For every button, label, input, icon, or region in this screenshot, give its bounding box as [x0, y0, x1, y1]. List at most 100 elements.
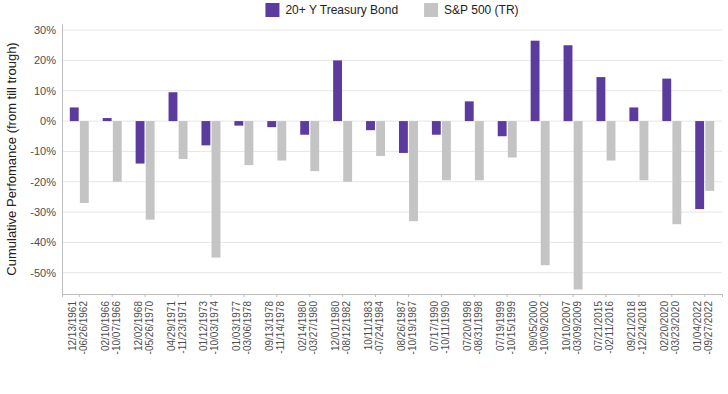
- bar: [465, 101, 474, 121]
- x-tick: 01/03/1977-03/06/1978: [231, 294, 253, 354]
- grid-line: [62, 151, 722, 152]
- x-tick-mark: [145, 294, 146, 297]
- x-tick: 09/05/2000-10/09/2002: [528, 294, 550, 354]
- y-tick: -20%: [30, 176, 62, 188]
- x-tick: 02/20/2020-03/23/2020: [659, 294, 681, 354]
- y-axis: -50%-40%-30%-20%-10%0%10%20%30%: [30, 24, 62, 294]
- bar: [103, 118, 112, 121]
- y-tick-label: -20%: [30, 176, 56, 188]
- bar: [475, 121, 484, 180]
- x-tick: 07/20/1998-08/31/1998: [462, 294, 484, 354]
- bar: [498, 121, 507, 136]
- bar: [531, 41, 540, 121]
- x-tick-label-line: -05/26/1970: [144, 301, 155, 355]
- x-tick-label-line: -12/24/2018: [637, 301, 648, 355]
- bar: [267, 121, 276, 127]
- bar: [333, 60, 342, 121]
- x-tick: 10/11/1983-07/24/1984: [363, 294, 385, 354]
- x-tick: 09/21/2018-12/24/2018: [626, 294, 648, 354]
- x-tick-label-line: 02/20/2020: [659, 301, 670, 351]
- y-tick-label: 30%: [34, 24, 56, 36]
- bar: [169, 92, 178, 121]
- x-tick-label-line: 01/03/1977: [231, 301, 242, 351]
- x-tick-label: 02/14/1980-03/27/1980: [297, 301, 319, 355]
- y-tick-label: -50%: [30, 267, 56, 279]
- y-tick: 0%: [40, 115, 62, 127]
- x-tick-mark: [309, 294, 310, 297]
- bar: [376, 121, 385, 156]
- grid-line: [62, 242, 722, 243]
- y-tick: 30%: [34, 24, 62, 36]
- x-tick-label-line: 01/04/2022: [692, 301, 703, 351]
- x-tick-label: 01/03/1977-03/06/1978: [231, 301, 253, 355]
- bar: [596, 77, 605, 121]
- bar: [662, 79, 671, 121]
- legend-item: S&P 500 (TR): [424, 3, 518, 17]
- y-tick-label: 10%: [34, 85, 56, 97]
- grid-line: [62, 181, 722, 182]
- x-tick-label-line: 09/21/2018: [626, 301, 637, 351]
- bar: [705, 121, 714, 191]
- x-tick-label: 01/12/1973-10/03/1974: [198, 301, 220, 355]
- bars: [70, 41, 714, 290]
- x-tick-label-line: -06/26/1962: [78, 301, 89, 355]
- x-tick-label: 07/19/1999-10/15/1999: [495, 301, 517, 355]
- x-tick-label-line: 01/12/1973: [198, 301, 209, 351]
- bar: [564, 45, 573, 121]
- x-tick-mark: [243, 294, 244, 297]
- x-tick-mark: [178, 294, 179, 297]
- x-tick: 07/21/2015-02/11/2016: [593, 294, 615, 354]
- x-tick-label: 01/04/2022-09/27/2022: [692, 301, 714, 355]
- x-tick-mark: [671, 294, 672, 297]
- x-tick-label-line: 08/26/1987: [396, 301, 407, 351]
- x-axis-line: [63, 295, 723, 298]
- bar: [672, 121, 681, 224]
- x-tick-label-line: 10/10/2007: [561, 301, 572, 351]
- x-tick-label-line: 02/14/1980: [297, 301, 308, 351]
- x-tick: 08/26/1987-10/19/1987: [396, 294, 418, 354]
- x-tick: 12/02/1968-05/26/1970: [133, 294, 155, 354]
- x-tick-mark: [474, 294, 475, 297]
- x-tick-mark: [507, 294, 508, 297]
- x-tick-label-line: 12/01/1980: [330, 301, 341, 351]
- x-tick-label: 07/17/1990-10/11/1990: [429, 301, 451, 354]
- x-tick-mark: [704, 294, 705, 297]
- y-axis-title: Cumulative Perfomance (from till trough): [4, 42, 19, 275]
- y-tick-label: 0%: [40, 115, 56, 127]
- grid-line: [62, 90, 722, 91]
- bar: [442, 121, 451, 180]
- bar: [80, 121, 89, 203]
- x-tick-label-line: -03/27/1980: [308, 301, 319, 355]
- y-axis-line: [62, 25, 63, 295]
- x-tick-label-line: -03/23/2020: [670, 301, 681, 355]
- x-tick: 12/13/1961-06/26/1962: [67, 294, 89, 354]
- x-tick-label-line: 02/10/1966: [100, 301, 111, 351]
- x-tick: 04/29/1971-11/23/1971: [166, 294, 188, 354]
- x-tick-label-line: -03/09/2009: [572, 301, 583, 355]
- x-tick-label-line: -11/14/1978: [275, 301, 286, 354]
- bar: [70, 107, 79, 121]
- x-tick: 09/13/1978-11/14/1978: [264, 294, 286, 354]
- bar: [574, 121, 583, 289]
- bar: [399, 121, 408, 153]
- bar: [113, 121, 122, 182]
- x-tick: 01/04/2022-09/27/2022: [692, 294, 714, 354]
- chart-root: -50%-40%-30%-20%-10%0%10%20%30%12/13/196…: [0, 0, 728, 394]
- x-tick-label-line: -10/07/1966: [111, 301, 122, 355]
- x-tick: 07/17/1990-10/11/1990: [429, 294, 451, 354]
- x-tick-mark: [441, 294, 442, 297]
- y-tick: -40%: [30, 236, 62, 248]
- grid-line: [62, 272, 722, 273]
- bar: [409, 121, 418, 221]
- bar: [639, 121, 648, 180]
- x-tick-mark: [573, 294, 574, 297]
- bar: [212, 121, 221, 258]
- x-tick-label-line: -03/06/1978: [242, 301, 253, 355]
- x-tick-label: 09/21/2018-12/24/2018: [626, 301, 648, 355]
- x-tick-label-line: 07/17/1990: [429, 301, 440, 351]
- bar: [300, 121, 309, 135]
- x-tick-label-line: -11/23/1971: [177, 301, 188, 354]
- y-tick-label: -10%: [30, 145, 56, 157]
- bar-series: [80, 121, 714, 289]
- legend-label: S&P 500 (TR): [444, 3, 518, 17]
